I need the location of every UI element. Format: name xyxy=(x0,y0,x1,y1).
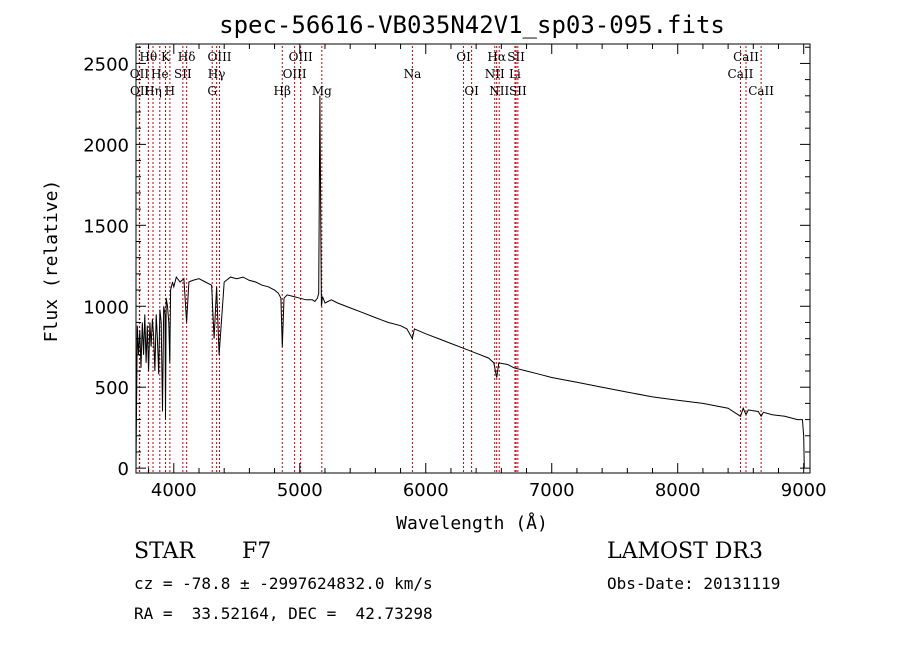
object-subclass: F7 xyxy=(242,539,272,564)
x-tick-label: 6000 xyxy=(403,480,449,501)
line-marker-label: CaII xyxy=(733,50,759,64)
y-tick-label: 500 xyxy=(95,378,129,399)
line-marker-label: Hγ xyxy=(208,67,226,81)
y-axis-label: Flux (relative) xyxy=(41,180,62,343)
redshift-text: cz = -78.8 ± -2997624832.0 km/s xyxy=(134,574,433,593)
x-tick-label: 5000 xyxy=(277,480,323,501)
spectrum-line xyxy=(135,95,805,469)
line-marker-label: He xyxy=(151,67,169,81)
line-marker-label: CaII xyxy=(748,84,774,98)
line-marker-label: OIII xyxy=(283,67,307,81)
obs-date-text: Obs-Date: 20131119 xyxy=(607,574,781,593)
line-marker-label: Hδ xyxy=(178,50,196,64)
line-marker-label: OI xyxy=(464,84,479,98)
line-marker-label: Hθ xyxy=(139,50,157,64)
y-tick-label: 2000 xyxy=(83,135,129,156)
y-tick-label: 0 xyxy=(118,459,129,480)
y-axis: 0 500 1000 1500 2000 2500 xyxy=(83,46,810,480)
line-marker-label: Hβ xyxy=(274,84,291,98)
line-markers xyxy=(138,46,762,473)
x-axis: 4000 5000 6000 7000 8000 9000 xyxy=(148,44,827,501)
line-marker-label: Hη xyxy=(144,84,162,98)
x-tick-label: 9000 xyxy=(781,480,827,501)
line-marker-label: K xyxy=(161,50,171,64)
line-marker-label: SII xyxy=(507,50,525,64)
line-marker-label: Na xyxy=(404,67,422,81)
chart-title: spec-56616-VB035N42V1_sp03-095.fits xyxy=(219,11,725,39)
line-marker-label: OII xyxy=(130,67,150,81)
line-marker-label: NII xyxy=(485,67,505,81)
line-marker-label: G xyxy=(207,84,217,98)
line-marker-label: Mg xyxy=(312,84,332,98)
line-marker-label: SII xyxy=(509,84,527,98)
survey-name: LAMOST DR3 xyxy=(607,539,763,564)
y-tick-label: 1500 xyxy=(83,216,129,237)
spectrum-chart: spec-56616-VB035N42V1_sp03-095.fits 4000… xyxy=(41,11,827,534)
line-marker-label: OIII xyxy=(289,50,313,64)
x-axis-label: Wavelength (Å) xyxy=(396,512,548,534)
object-class: STAR xyxy=(134,539,195,564)
coordinates-text: RA = 33.52164, DEC = 42.73298 xyxy=(134,604,433,623)
line-marker-label: Li xyxy=(509,67,521,81)
y-tick-label: 1000 xyxy=(83,297,129,318)
y-tick-label: 2500 xyxy=(83,54,129,75)
line-marker-label: SII xyxy=(174,67,192,81)
x-tick-label: 8000 xyxy=(655,480,701,501)
line-marker-label: H xyxy=(165,84,175,98)
line-marker-label: OII xyxy=(130,84,150,98)
line-marker-label: CaII xyxy=(728,67,754,81)
x-tick-label: 4000 xyxy=(151,480,197,501)
line-marker-label: OIII xyxy=(207,50,231,64)
line-marker-label: OI xyxy=(456,50,471,64)
plot-frame xyxy=(135,43,811,474)
x-tick-label: 7000 xyxy=(529,480,575,501)
line-marker-label: Hα xyxy=(487,50,506,64)
line-marker-label: NII xyxy=(489,84,509,98)
